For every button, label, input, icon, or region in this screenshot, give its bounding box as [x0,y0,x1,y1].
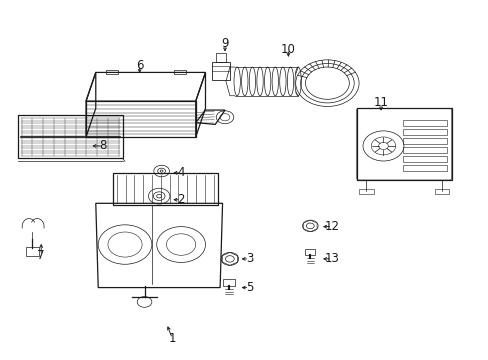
Text: 10: 10 [281,42,295,55]
Text: 6: 6 [136,59,143,72]
Bar [402,130,446,135]
Bar [305,249,315,255]
Text: 4: 4 [177,166,184,179]
Bar [105,70,118,74]
Bar [26,247,39,256]
Text: 1: 1 [168,332,176,345]
Bar [216,53,225,62]
Bar [173,70,185,74]
Text: 2: 2 [177,193,184,206]
Text: 13: 13 [324,252,339,265]
Text: 9: 9 [221,37,228,50]
Bar [402,121,446,126]
Bar [113,173,217,205]
Bar [402,156,446,162]
Text: 12: 12 [324,220,339,233]
Bar [223,279,234,286]
Text: 3: 3 [245,252,253,265]
Bar [212,62,229,80]
Text: 8: 8 [99,139,106,152]
Bar [434,189,448,194]
Bar [18,116,122,158]
Text: 7: 7 [38,249,45,262]
Bar [402,147,446,153]
Bar [402,165,446,171]
Text: 5: 5 [245,281,253,294]
Bar [358,189,373,194]
Text: 11: 11 [373,96,388,109]
Bar [402,138,446,144]
